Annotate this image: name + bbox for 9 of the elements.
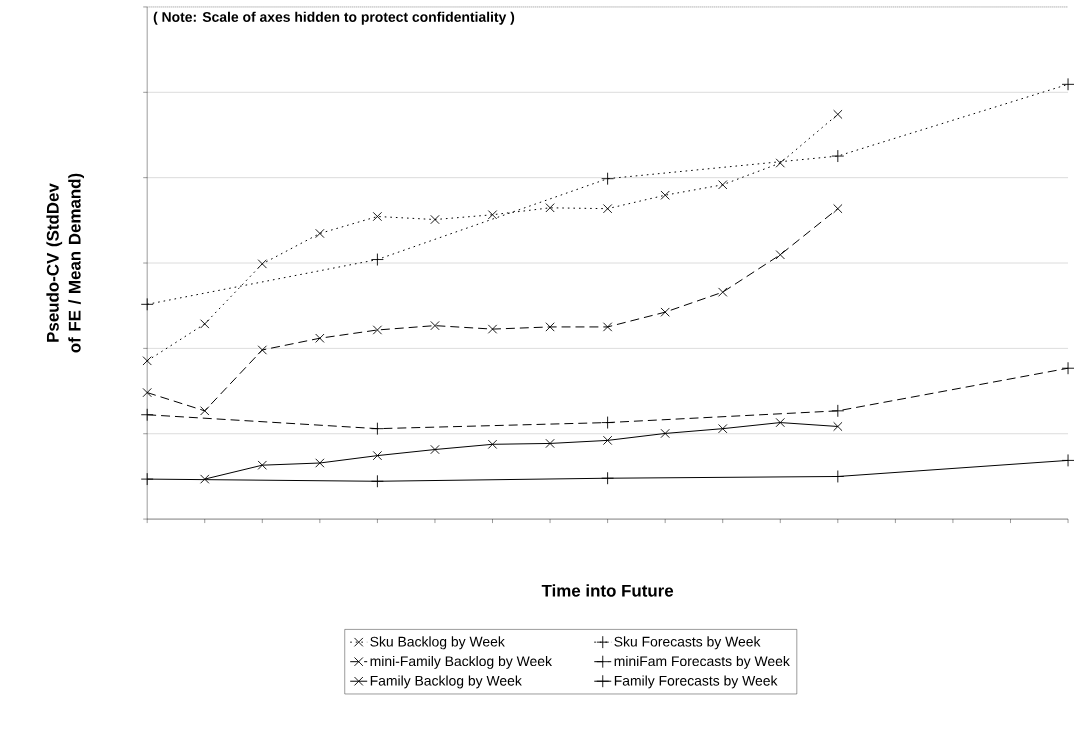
- text: ( Note: Scale of axes hidden to protect confidentiality ): [153, 11, 515, 25]
- legend-label: Family Backlog by Week: [370, 675, 522, 689]
- legend-label: miniFam Forecasts by Week: [614, 655, 790, 669]
- legend-label: Sku Forecasts by Week: [614, 636, 761, 650]
- legend-label: Sku Backlog by Week: [370, 636, 505, 650]
- legend-label: mini-Family Backlog by Week: [370, 655, 553, 669]
- x-axis-title: Time into Future: [541, 584, 674, 597]
- y-axis-title: Pseudo-CV (StdDev of FE / Mean Demand): [46, 173, 85, 353]
- legend-label: Family Forecasts by Week: [614, 675, 778, 689]
